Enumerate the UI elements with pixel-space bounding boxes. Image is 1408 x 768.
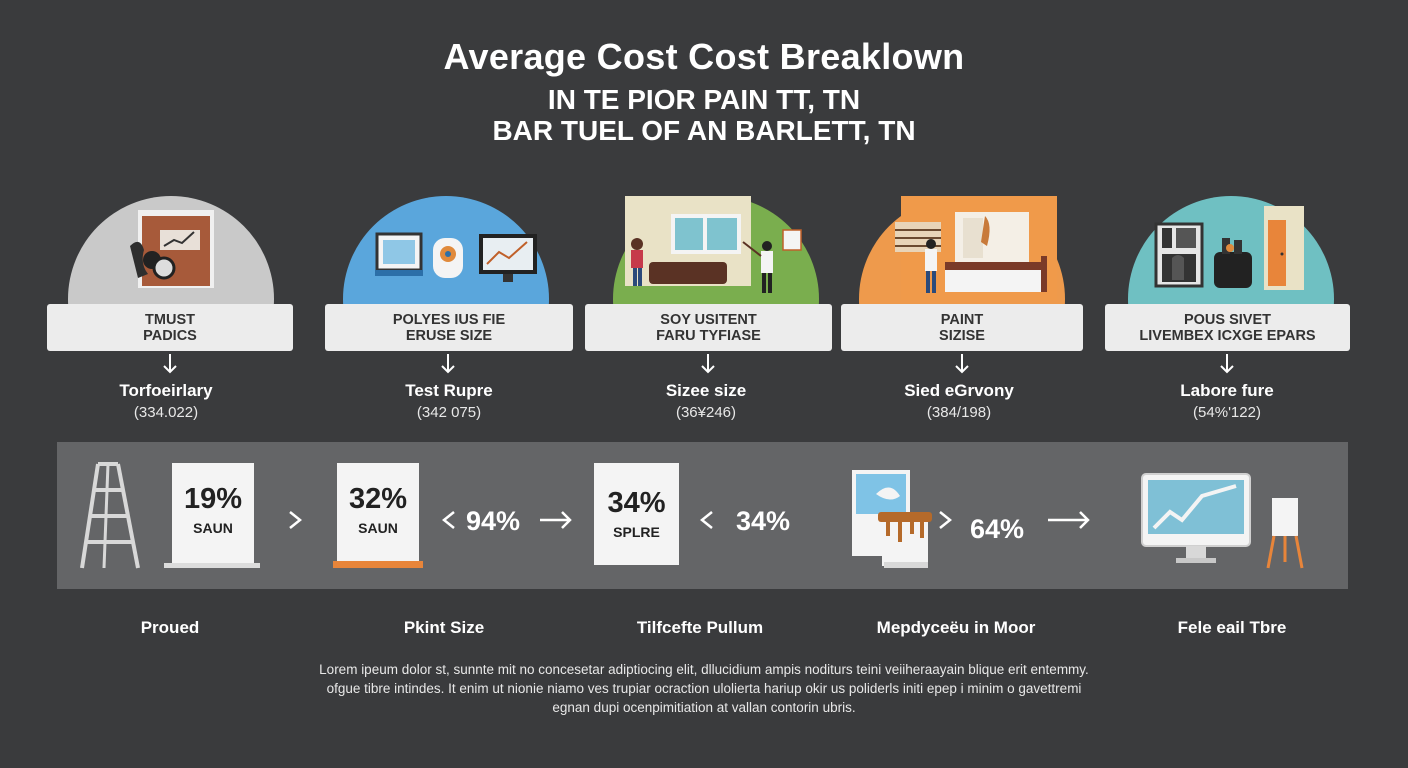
category-box-5: POUS SIVET LIVEMBEX ICXGE EPARS — [1105, 304, 1350, 351]
living-room-icon — [625, 196, 802, 293]
category-range-1: (334.022) — [133, 404, 199, 421]
category-box-line-2: LIVEMBEX ICXGE EPARS — [1139, 327, 1316, 344]
breakdown-card-3: 34% SPLRE — [594, 463, 679, 565]
category-name-5: Labore fure — [1180, 381, 1274, 400]
breakdown-card-label: SAUN — [358, 520, 398, 536]
breakdown-card-value: 34% — [607, 487, 666, 519]
chevron-right-icon — [289, 511, 303, 529]
chevron-left-icon — [699, 511, 713, 529]
chevron-left-icon — [441, 511, 455, 529]
paint-bucket-icon — [852, 470, 932, 568]
category-box-line-2: SIZISE — [939, 327, 985, 344]
devices-icon — [375, 232, 537, 282]
card-base — [333, 561, 423, 568]
category-box-line-1: SOY USITENT — [660, 311, 757, 328]
category-name-2: Test Rupre — [405, 381, 493, 400]
breakdown-label-3: Tilfcefte Pullum — [636, 618, 764, 637]
category-name-1: Torfoeirlary — [119, 381, 213, 400]
category-box-line-2: ERUSE SIZE — [405, 327, 493, 344]
kitchen-icon — [1154, 206, 1304, 290]
category-range-2: (342 075) — [416, 404, 482, 421]
category-range-3: (36¥246) — [675, 404, 737, 421]
category-range-5: (54%'122) — [1193, 404, 1261, 421]
dome-category-2 — [343, 196, 549, 306]
footer-line-2: ofgue tibre intindes. It enim ut nionie … — [326, 681, 1082, 696]
breakdown-card-label: SAUN — [193, 520, 233, 536]
bedroom-icon — [895, 196, 1057, 300]
footer-line-3: egnan dupi ocenpimitiation at vallan con… — [552, 700, 856, 715]
category-box-line-1: PAINT — [940, 311, 984, 328]
breakdown-value-1: 94% — [466, 506, 521, 536]
ladder-icon — [80, 462, 140, 569]
arrow-down-icon — [1220, 354, 1234, 374]
footer-text: Lorem ipeum dolor st, sunnte mit no conc… — [250, 660, 1158, 717]
category-box-2: POLYES IUS FIE ERUSE SIZE — [325, 304, 573, 351]
category-box-line-1: TMUST — [145, 311, 195, 328]
category-box-line-1: POUS SIVET — [1183, 311, 1272, 328]
page-subtitle-2: BAR TUEL OF AN BARLETT, TN — [492, 115, 916, 146]
breakdown-band — [57, 442, 1348, 589]
breakdown-card-1: 19% SAUN — [172, 463, 254, 565]
chevron-right-icon — [939, 511, 953, 529]
arrow-right-icon — [1048, 511, 1090, 529]
category-box-line-2: FARU TYFIASE — [656, 327, 761, 344]
breakdown-card-label: SPLRE — [613, 524, 660, 540]
breakdown-card-value: 19% — [183, 483, 243, 515]
card-base — [164, 563, 260, 568]
breakdown-value-3: 64% — [970, 514, 1025, 544]
dome-category-5 — [1128, 196, 1334, 306]
category-box-4: PAINT SIZISE — [841, 304, 1083, 351]
category-box-line-1: POLYES IUS FIE — [392, 311, 506, 328]
breakdown-label-5: Fele eail Tbre — [1177, 618, 1287, 637]
category-name-3: Sizee size — [665, 381, 747, 400]
category-box-line-2: PADICS — [143, 327, 197, 344]
breakdown-card-2: 32% SAUN — [337, 463, 419, 565]
arrow-right-icon — [540, 511, 572, 529]
category-box-3: SOY USITENT FARU TYFIASE — [585, 304, 832, 351]
breakdown-label-1: Proued — [140, 618, 200, 637]
category-box-1: TMUST PADICS — [47, 304, 293, 351]
dome-category-4 — [859, 196, 1065, 306]
footer-line-1: Lorem ipeum dolor st, sunnte mit no conc… — [319, 662, 1089, 677]
dome-category-1 — [68, 196, 274, 306]
page-title: Average Cost Cost Breaklown — [443, 36, 965, 77]
breakdown-label-4: Mepdyceëu in Moor — [876, 618, 1036, 637]
computer-chart-icon — [1141, 473, 1304, 569]
category-name-4: Sied eGrvony — [904, 381, 1014, 400]
breakdown-card-value: 32% — [348, 483, 408, 515]
category-range-4: (384/198) — [926, 404, 992, 421]
arrow-down-icon — [163, 354, 177, 374]
dome-category-3 — [613, 196, 819, 306]
presentation-board-icon — [130, 210, 214, 288]
breakdown-label-2: Pkint Size — [403, 618, 485, 637]
arrow-down-icon — [441, 354, 455, 374]
arrow-down-icon — [701, 354, 715, 374]
arrow-down-icon — [955, 354, 969, 374]
page-subtitle-1: IN TE PIOR PAIN TT, TN — [547, 84, 861, 115]
breakdown-value-2: 34% — [736, 506, 791, 536]
